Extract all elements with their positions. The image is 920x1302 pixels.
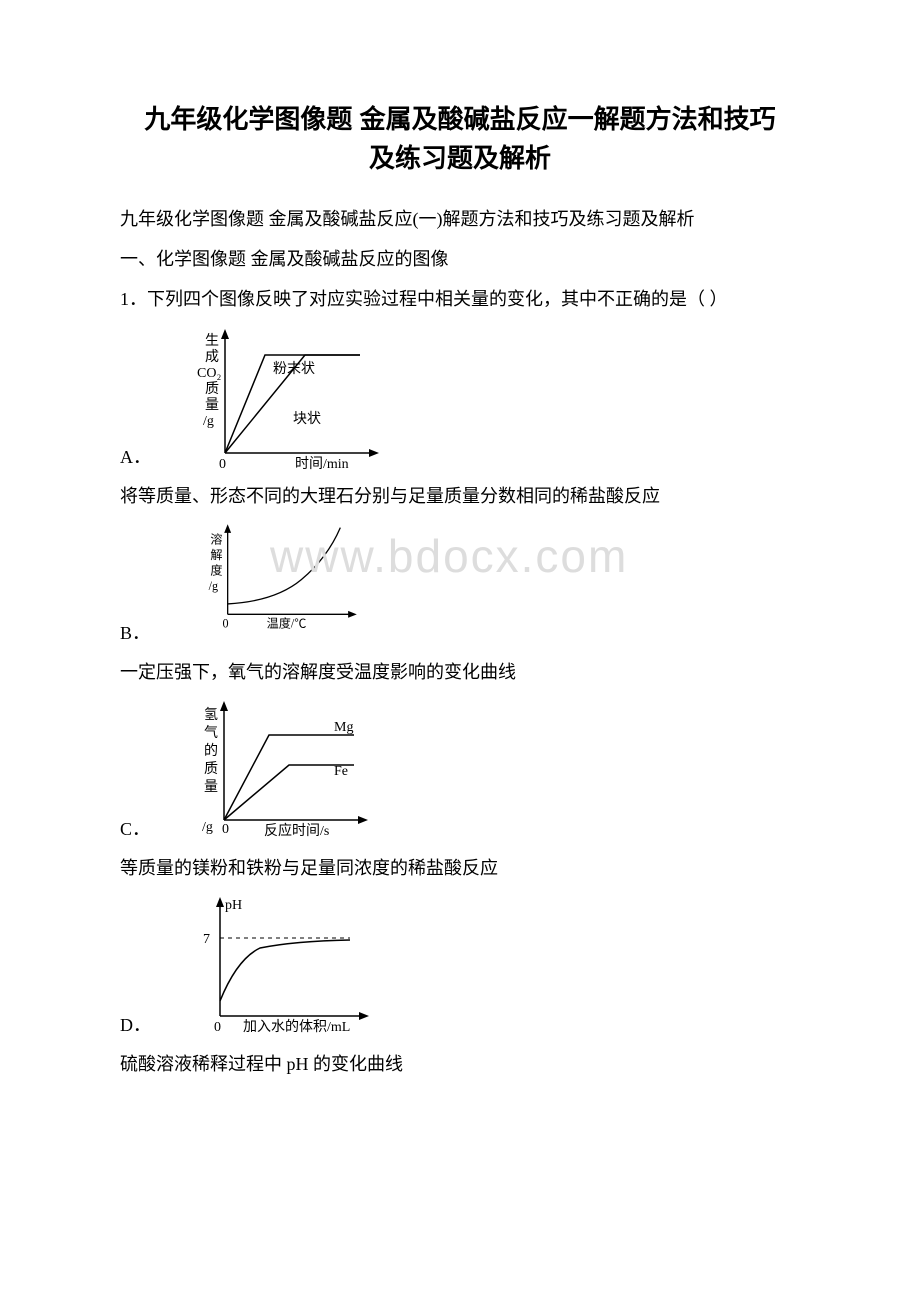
origin-b: 0 [222, 616, 228, 630]
curve-b [228, 527, 341, 603]
intro-text: 九年级化学图像题 金属及酸碱盐反应(一)解题方法和技巧及练习题及解析 [120, 202, 840, 236]
title-line-2: 及练习题及解析 [80, 139, 840, 178]
chart-b-axes [224, 524, 357, 618]
origin-d: 0 [214, 1020, 221, 1035]
chart-d-axes [216, 897, 369, 1020]
x-label-d: 加入水的体积/mL [243, 1019, 350, 1035]
yb-4: /g [209, 579, 218, 593]
yb-3: 度 [210, 562, 222, 577]
yc-3: 的 [204, 743, 218, 759]
y-label-d: pH [225, 898, 242, 913]
chart-a-axes [221, 329, 379, 457]
y-label-6: /g [203, 414, 214, 429]
option-d-row: D． pH 7 0 加入水的体积/mL [120, 891, 840, 1041]
series-fe-label: Fe [334, 764, 348, 779]
y-label-5: 量 [205, 397, 219, 413]
chart-d: pH 7 0 加入水的体积/mL [165, 891, 405, 1041]
yc-4: 质 [204, 761, 218, 777]
option-d-caption: 硫酸溶液稀释过程中 pH 的变化曲线 [120, 1047, 840, 1081]
series-mg-label: Mg [334, 720, 353, 735]
chart-b: 溶 解 度 /g 0 温度/℃ [164, 519, 404, 649]
option-b-row: www.bdocx.com B． 溶 解 度 /g 0 温度/℃ [120, 519, 840, 649]
origin-a: 0 [219, 457, 226, 472]
origin-c: 0 [222, 822, 229, 837]
series-block-label: 块状 [293, 411, 321, 427]
option-c-caption: 等质量的镁粉和铁粉与足量同浓度的稀盐酸反应 [120, 851, 840, 885]
option-d-label: D． [120, 1011, 151, 1037]
yc-6: /g [202, 820, 213, 835]
y-label-1: 生 [205, 333, 219, 349]
yc-2: 气 [204, 725, 218, 741]
section-heading: 一、化学图像题 金属及酸碱盐反应的图像 [120, 242, 840, 276]
question-1: 1．下列四个图像反映了对应实验过程中相关量的变化，其中不正确的是（ ） [120, 282, 840, 316]
option-b-label: B． [120, 619, 150, 645]
yc-1: 氢 [204, 707, 218, 723]
title-line-1: 九年级化学图像题 金属及酸碱盐反应一解题方法和技巧 [80, 100, 840, 139]
option-c-label: C． [120, 815, 150, 841]
option-c-row: C． 氢 气 的 质 量 /g 0 反应时间/s Mg Fe [120, 695, 840, 845]
chart-a: 生 成 CO₂ 质 量 /g 0 时间/min 粉末状 块状 [165, 323, 405, 473]
chart-c: 氢 气 的 质 量 /g 0 反应时间/s Mg Fe [164, 695, 404, 845]
y-label-4: 质 [205, 381, 219, 397]
yb-1: 溶 [210, 531, 222, 546]
yc-5: 量 [204, 779, 218, 795]
yb-2: 解 [210, 548, 222, 562]
option-a-caption: 将等质量、形态不同的大理石分别与足量质量分数相同的稀盐酸反应 [120, 479, 840, 513]
page-title: 九年级化学图像题 金属及酸碱盐反应一解题方法和技巧 及练习题及解析 [80, 100, 840, 178]
option-a-label: A． [120, 443, 151, 469]
x-label-a: 时间/min [295, 456, 349, 472]
y-label-2: 成 [205, 349, 219, 365]
option-b-caption: 一定压强下，氧气的溶解度受温度影响的变化曲线 [120, 655, 840, 689]
x-label-c: 反应时间/s [264, 822, 329, 839]
y-label-3: CO₂ [197, 366, 221, 381]
curve-d [220, 940, 350, 1001]
option-a-row: A． 生 成 CO₂ 质 量 /g 0 时间/min 粉末状 [120, 323, 840, 473]
x-label-b: 温度/℃ [267, 615, 307, 630]
ytick-7: 7 [203, 932, 210, 947]
